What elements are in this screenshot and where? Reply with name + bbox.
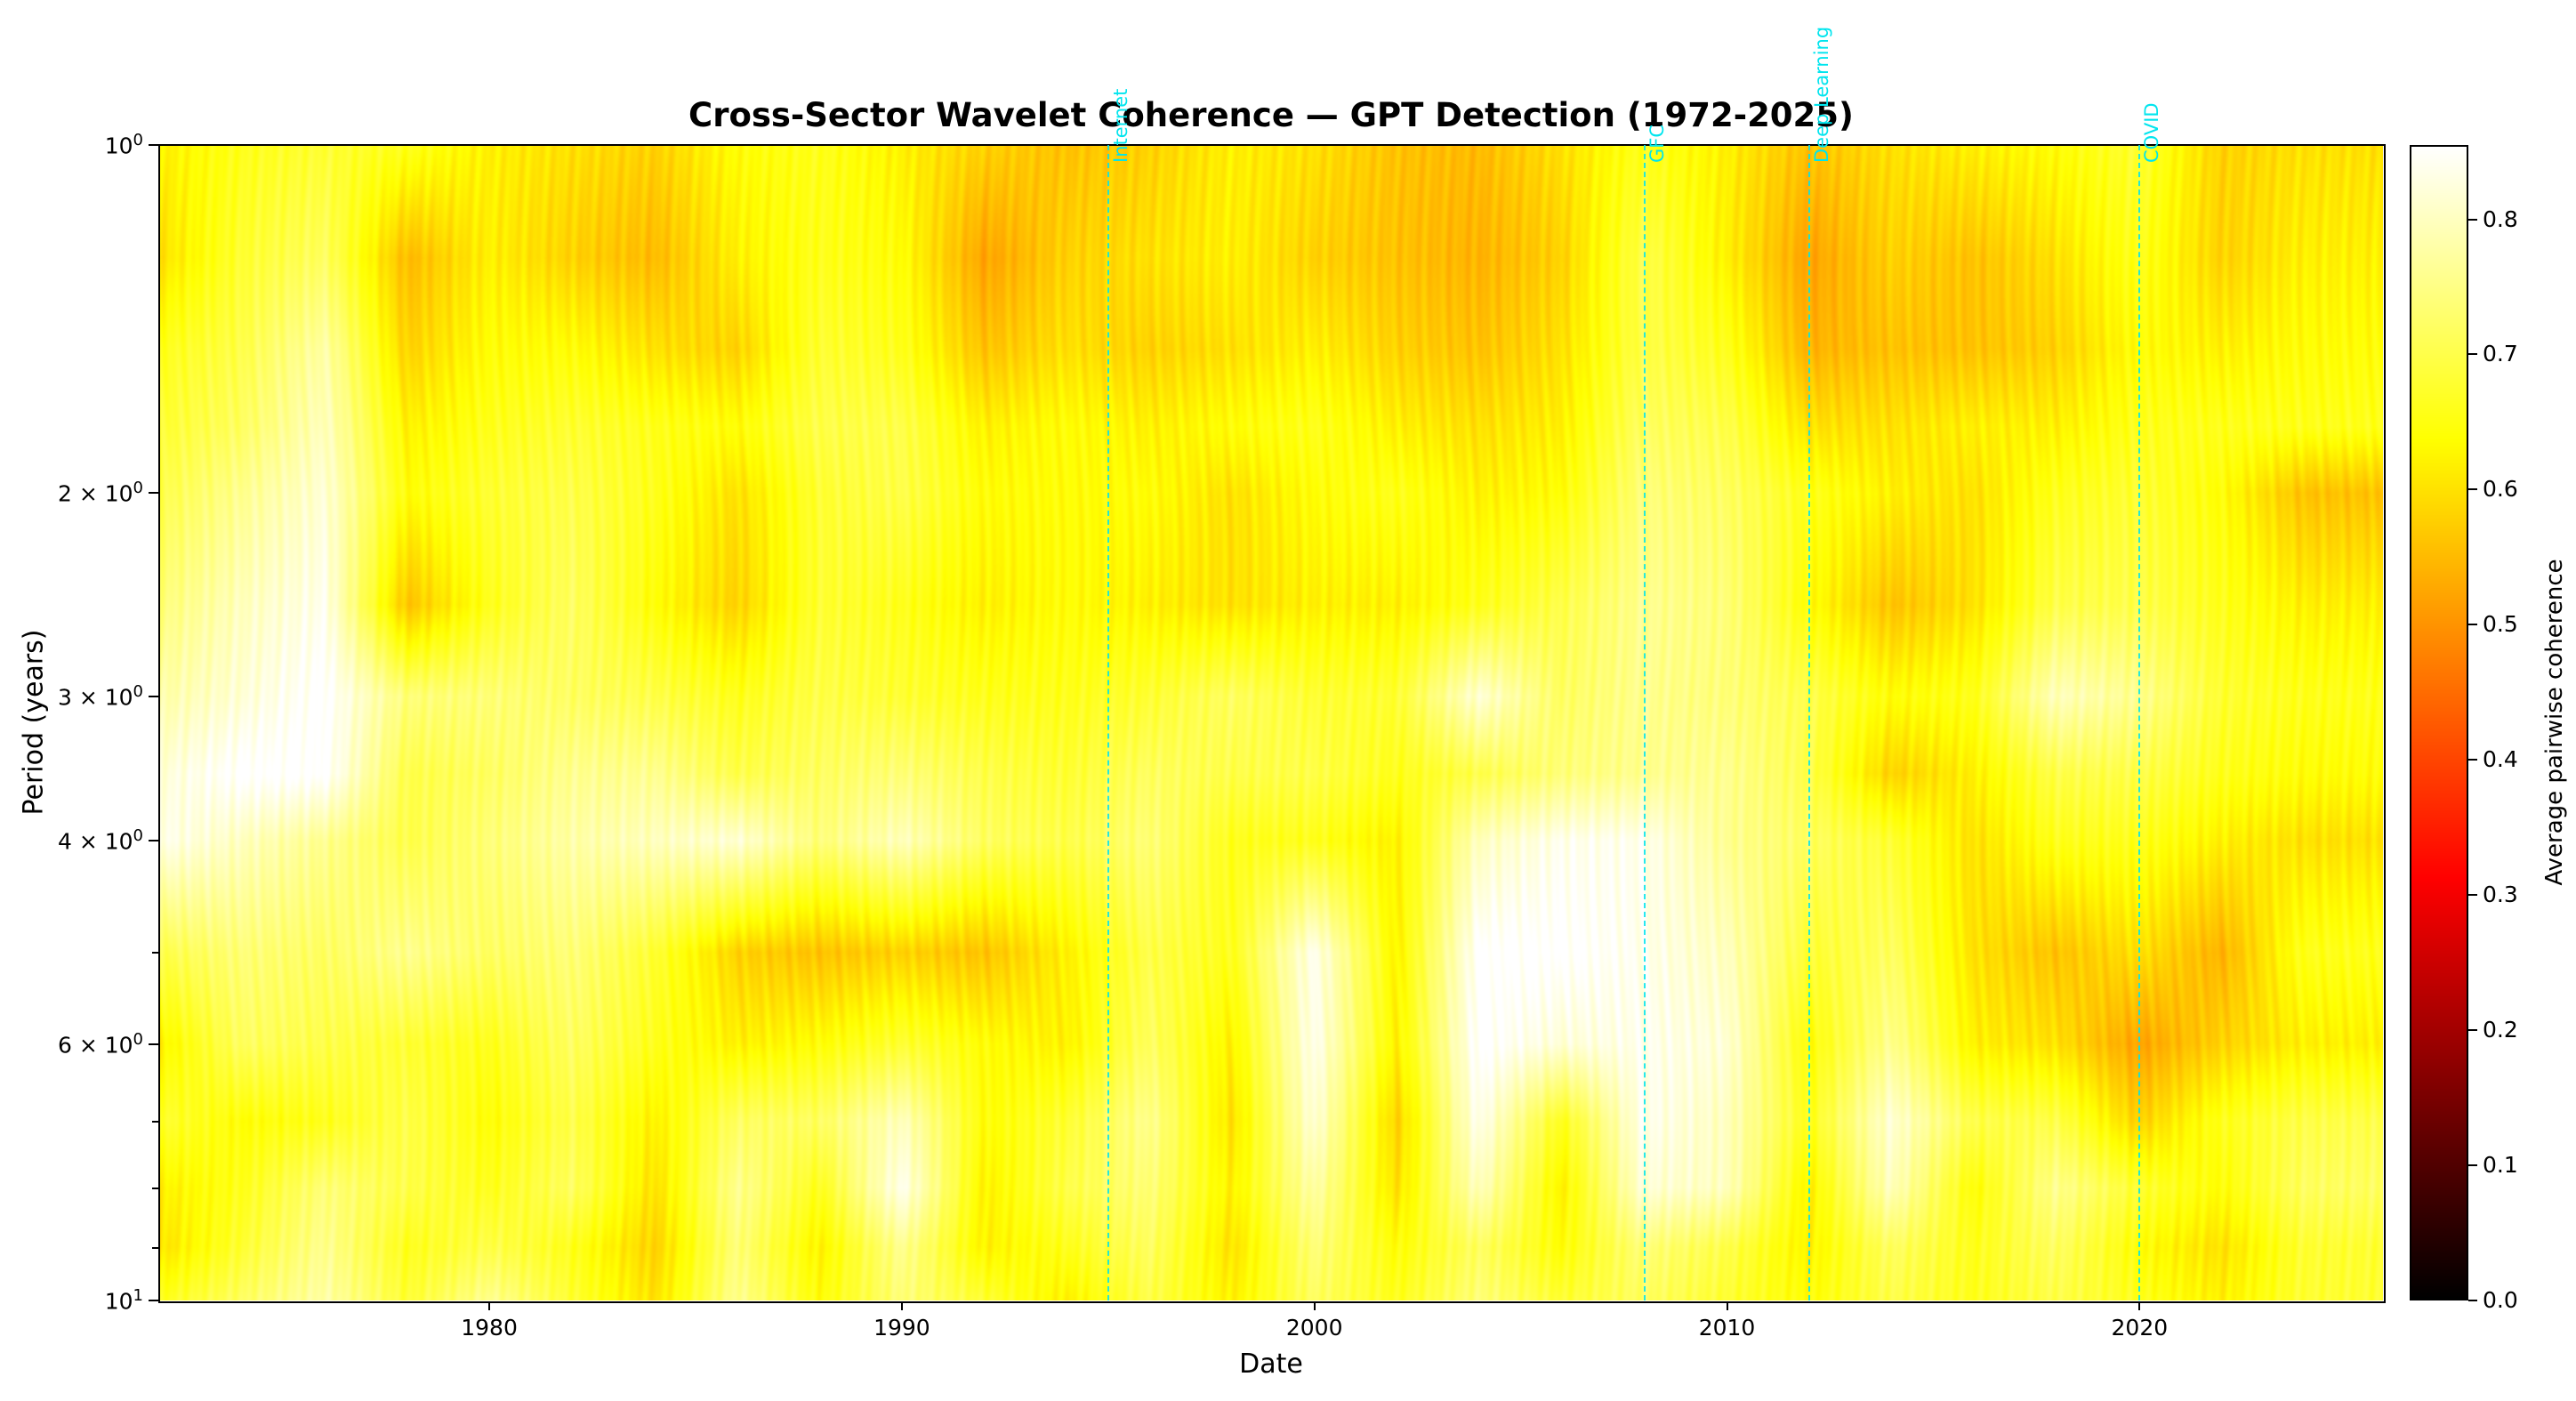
colorbar-tick-mark — [2468, 353, 2477, 356]
y-tick-mark — [149, 1300, 158, 1301]
colorbar-tick-mark — [2468, 1029, 2477, 1032]
colorbar-tick-label: 0.7 — [2483, 341, 2518, 367]
colorbar-tick-mark — [2468, 488, 2477, 491]
y-minor-tick-mark — [152, 1246, 158, 1249]
y-tick-label: 100 — [104, 131, 143, 159]
colorbar-tick-label: 0.1 — [2483, 1152, 2518, 1179]
y-tick-label: 2 × 100 — [57, 479, 143, 507]
y-tick-mark — [149, 695, 158, 697]
x-tick-label: 1980 — [461, 1315, 518, 1341]
coherence-heatmap — [159, 145, 2383, 1300]
colorbar-tick-label: 0.5 — [2483, 611, 2518, 638]
y-tick-mark — [149, 492, 158, 495]
y-minor-tick-mark — [152, 1120, 158, 1123]
colorbar-tick-mark — [2468, 624, 2477, 626]
y-tick-mark — [149, 1043, 158, 1045]
y-tick-label: 101 — [104, 1286, 143, 1315]
x-tick-label: 2010 — [1698, 1315, 1756, 1341]
colorbar-label: Average pairwise coherence — [2541, 559, 2568, 886]
colorbar-tick-label: 0.2 — [2483, 1017, 2518, 1043]
colorbar-tick-mark — [2468, 218, 2477, 221]
colorbar-tick-mark — [2468, 1164, 2477, 1167]
colorbar-tick-mark — [2468, 1300, 2477, 1301]
y-minor-tick-mark — [152, 1188, 158, 1190]
y-tick-mark — [149, 144, 158, 146]
colorbar-tick-mark — [2468, 759, 2477, 761]
y-tick-label: 4 × 100 — [57, 826, 143, 855]
colorbar-tick-label: 0.0 — [2483, 1287, 2518, 1313]
colorbar-tick-mark — [2468, 894, 2477, 897]
y-axis-label: Period (years) — [18, 629, 50, 816]
y-minor-tick-mark — [152, 951, 158, 954]
x-axis-label: Date — [1239, 1349, 1303, 1380]
colorbar-tick-label: 0.3 — [2483, 882, 2518, 908]
x-tick-label: 1990 — [873, 1315, 930, 1341]
colorbar — [2410, 145, 2468, 1300]
colorbar-tick-label: 0.6 — [2483, 476, 2518, 503]
plot-area-frame — [158, 144, 2386, 1303]
y-tick-mark — [149, 840, 158, 842]
x-tick-label: 2000 — [1285, 1315, 1343, 1341]
chart-title: Cross-Sector Wavelet Coherence — GPT Det… — [688, 96, 1854, 134]
colorbar-tick-label: 0.4 — [2483, 746, 2518, 773]
y-tick-label: 3 × 100 — [57, 681, 143, 711]
event-label: Deep Learning — [1811, 26, 1833, 163]
colorbar-tick-label: 0.8 — [2483, 205, 2518, 232]
x-tick-label: 2020 — [2111, 1315, 2169, 1341]
y-tick-label: 6 × 100 — [57, 1029, 143, 1059]
